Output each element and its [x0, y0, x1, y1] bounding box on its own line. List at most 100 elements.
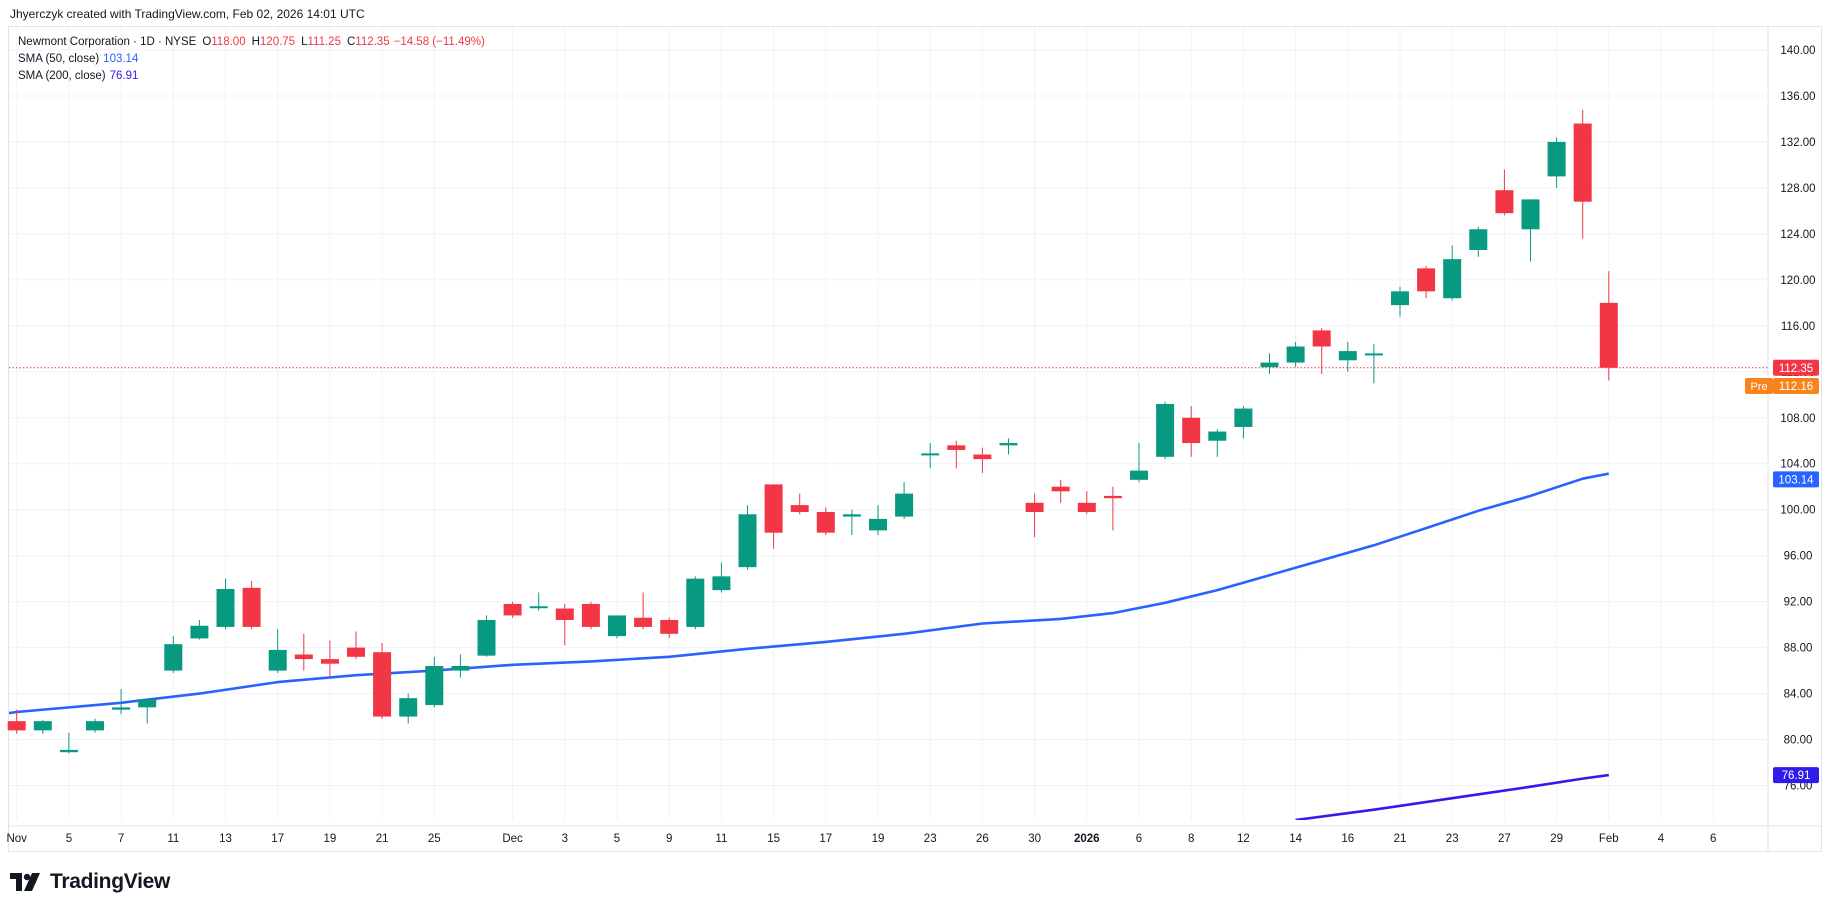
candle-body — [216, 588, 235, 627]
candle-body — [451, 665, 470, 671]
candle-body — [7, 721, 26, 731]
candle-body — [660, 620, 679, 634]
y-tick-label: 96.00 — [1784, 551, 1813, 563]
x-tick-label: 19 — [872, 833, 885, 845]
candle-body — [59, 749, 78, 753]
x-tick-label: 23 — [924, 833, 937, 845]
candle-body — [999, 443, 1018, 446]
candle-body — [608, 615, 626, 637]
candle-body — [842, 514, 861, 517]
legend-high-label: H — [251, 36, 260, 48]
x-tick-label: 8 — [1188, 833, 1194, 845]
tradingview-logo-icon — [10, 873, 40, 891]
sma200-line — [1295, 773, 1609, 820]
x-tick-label: 5 — [614, 833, 620, 845]
candle-body — [1051, 486, 1070, 492]
sma50-line — [9, 472, 1610, 715]
candle-body — [1025, 502, 1044, 512]
chart-frame — [8, 26, 1822, 852]
candle-body — [686, 578, 705, 627]
x-tick-label: 27 — [1498, 833, 1511, 845]
tradingview-logo-text: TradingView — [50, 870, 171, 893]
sma50-last-label: 103.14 — [1778, 474, 1814, 486]
x-tick-label: 14 — [1289, 833, 1302, 845]
candle-body — [294, 654, 313, 660]
candle-body — [947, 445, 966, 450]
candle-body — [738, 514, 757, 568]
candle-body — [1443, 259, 1462, 299]
x-tick-label: 16 — [1341, 833, 1354, 845]
x-tick-label: 23 — [1446, 833, 1459, 845]
candle-body — [1182, 417, 1201, 444]
candle-body — [1521, 199, 1540, 230]
sma50-last-badge — [1773, 471, 1819, 488]
legend-sma50-row: SMA (50, close) 103.14 — [18, 51, 485, 68]
y-tick-label: 108.00 — [1780, 413, 1815, 425]
x-tick-label: 5 — [66, 833, 72, 845]
legend-ohlc-row: Newmont Corporation · 1D · NYSE O118.00 H1… — [18, 34, 485, 51]
x-tick-label: 17 — [819, 833, 832, 845]
candle-body — [268, 649, 287, 671]
legend-sma50-value: 103.14 — [103, 53, 139, 65]
candle-body — [1364, 353, 1383, 356]
legend-sma50-label: SMA (50, close) — [18, 53, 100, 65]
candle-body — [816, 511, 835, 533]
candle-body — [1260, 362, 1279, 368]
y-tick-label: 88.00 — [1784, 643, 1813, 655]
candle-body — [869, 518, 887, 531]
y-tick-label: 140.00 — [1780, 45, 1815, 57]
x-tick-label: Nov — [6, 833, 27, 845]
candle-body — [503, 603, 522, 616]
candle-body — [581, 603, 600, 627]
legend-change: −14.58 (−11.49%) — [393, 36, 485, 48]
x-tick-label: 17 — [271, 833, 284, 845]
legend-close: 112.35 — [355, 36, 390, 48]
legend-sma200-row: SMA (200, close) 76.91 — [18, 68, 485, 85]
y-tick-label: 128.00 — [1780, 183, 1815, 195]
premarket-badge — [1773, 378, 1819, 395]
chart-legend: Newmont Corporation · 1D · NYSE O118.00 H1… — [18, 34, 485, 85]
candle-body — [1156, 403, 1175, 457]
y-tick-label: 100.00 — [1780, 505, 1815, 517]
candle-body — [1417, 268, 1436, 292]
x-tick-label: 11 — [715, 833, 727, 845]
sma200-last-label: 76.91 — [1782, 770, 1811, 782]
x-tick-label: 15 — [767, 833, 780, 845]
y-tick-label: 92.00 — [1784, 597, 1813, 609]
y-tick-label: 104.00 — [1780, 459, 1815, 471]
candle-body — [712, 576, 731, 591]
x-tick-label: 26 — [976, 833, 989, 845]
candle-body — [1103, 495, 1122, 499]
x-tick-label: 13 — [219, 833, 232, 845]
legend-low-label: L — [301, 36, 308, 48]
last-close-label: 112.35 — [1779, 363, 1813, 375]
candle-body — [347, 647, 365, 657]
x-tick-label: 30 — [1028, 833, 1041, 845]
candle-body — [1312, 330, 1331, 347]
candle-body — [112, 707, 131, 710]
x-tick-label: Feb — [1599, 833, 1619, 845]
candle-body — [399, 698, 418, 717]
legend-low: 111.25 — [307, 36, 341, 48]
candle-body — [973, 454, 992, 460]
x-tick-label: 9 — [666, 833, 672, 845]
candle-body — [425, 665, 444, 706]
candle-body — [1469, 229, 1488, 250]
y-tick-label: 116.00 — [1781, 321, 1815, 333]
y-tick-label: 124.00 — [1780, 229, 1815, 241]
candle-body — [1573, 123, 1592, 202]
candle-body — [1495, 190, 1514, 214]
tradingview-logo[interactable]: TradingView — [10, 870, 170, 894]
candle-body — [634, 617, 653, 627]
x-tick-label: 3 — [562, 833, 568, 845]
candle-body — [1286, 346, 1305, 363]
x-tick-label: Dec — [502, 833, 523, 845]
x-tick-label: 19 — [324, 833, 337, 845]
x-tick-label: 6 — [1710, 833, 1716, 845]
candle-body — [1208, 431, 1227, 441]
x-tick-label: 7 — [118, 833, 124, 845]
y-tick-label: 132.00 — [1780, 137, 1815, 149]
candle-body — [555, 608, 574, 621]
x-tick-label: 21 — [1394, 833, 1407, 845]
